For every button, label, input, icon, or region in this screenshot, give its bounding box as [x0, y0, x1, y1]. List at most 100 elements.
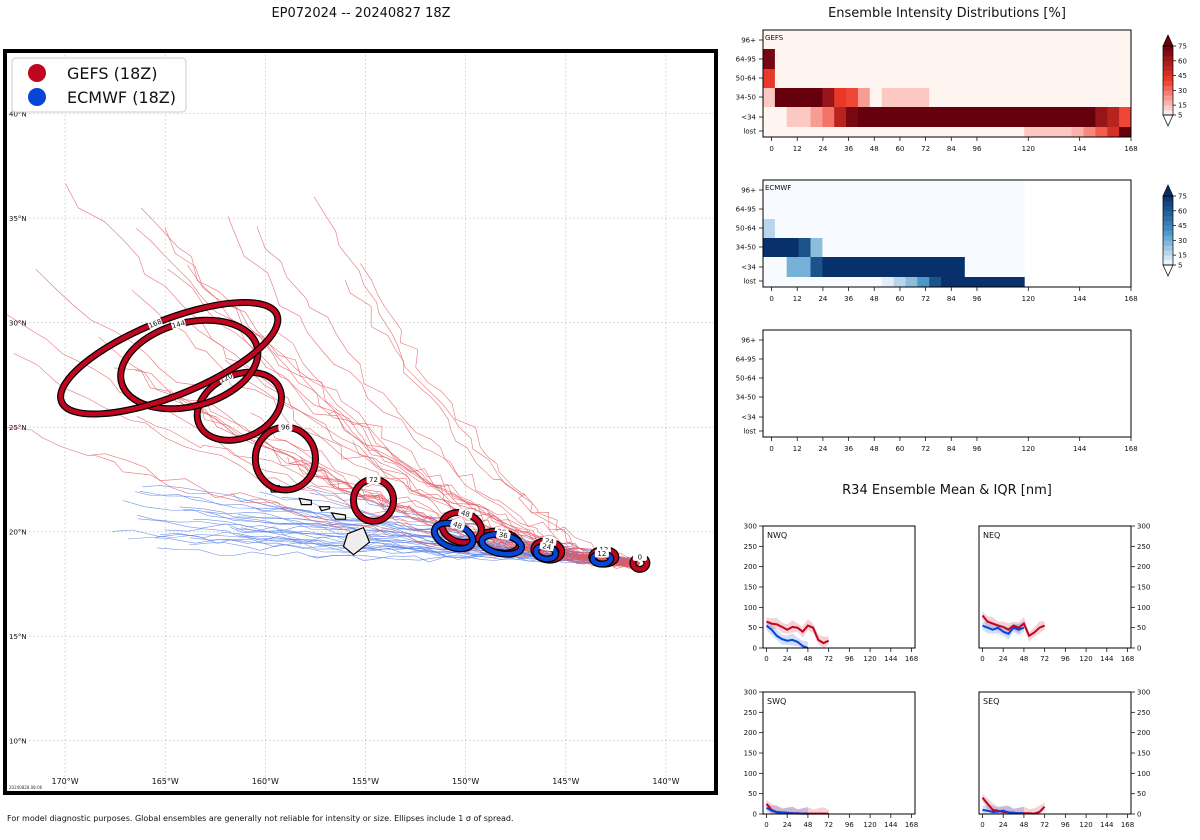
heatmap-cell [834, 199, 847, 220]
heatmap-cell [905, 181, 918, 200]
heatmap-cell [774, 219, 788, 239]
heatmap-cell [834, 238, 847, 258]
heatmap-cell [964, 219, 978, 239]
heatmap-cell [858, 49, 871, 70]
heatmap-cell [941, 277, 954, 288]
heatmap-cell [798, 69, 811, 89]
map-gridlines [5, 51, 716, 793]
heatmap-cell [763, 181, 776, 200]
colorbar-max-arrow [1162, 34, 1174, 47]
heatmap-cell [1000, 257, 1013, 278]
heatmap-cell [964, 69, 978, 89]
heatmap-cell [798, 127, 811, 138]
heatmap-cell [905, 107, 918, 128]
heatmap-cell [1107, 107, 1120, 128]
gefs-ellipse: 0 [629, 552, 651, 573]
heatmap-cell [881, 181, 895, 200]
heatmap-cell [1083, 127, 1096, 138]
r34-x-tick-label: 24 [783, 655, 792, 663]
r34-plot-area [979, 692, 1131, 814]
map-frame [3, 49, 718, 795]
heatmap-x-tick-label: 48 [870, 145, 879, 153]
heatmap-cell [1012, 31, 1025, 50]
heatmap-x-tick-label: 0 [769, 445, 773, 453]
gefs-hour-badge [171, 318, 186, 330]
colorbar-segment [1163, 70, 1173, 76]
heatmap-cell [834, 181, 847, 200]
heatmap-cell [1012, 181, 1025, 200]
heatmap-cell [1012, 238, 1025, 258]
heatmap-cell [786, 199, 800, 220]
colorbar-tick-label: 45 [1178, 72, 1187, 80]
heatmap-cell [810, 127, 823, 138]
map-lon-tick-label: 160°W [252, 777, 279, 786]
heatmap-cell [846, 181, 859, 200]
heatmap-cell [798, 181, 811, 200]
heatmap-y-tick-label: 34-50 [736, 244, 756, 252]
heatmap-cell [822, 107, 835, 128]
r34-y-tick-label: 100 [744, 770, 757, 778]
heatmap-cell [1024, 31, 1037, 50]
heatmap-cell [1095, 107, 1108, 128]
ecmwf-track [230, 527, 640, 564]
r34-x-tick-label: 0 [764, 821, 768, 829]
heatmap-cell [1095, 49, 1108, 70]
heatmap-cell [1024, 49, 1037, 70]
heatmap-cell [988, 238, 1001, 258]
heatmap-cell [952, 69, 966, 89]
heatmap-cell [810, 199, 823, 220]
heatmap-cell [846, 127, 859, 138]
colorbar-tick-label: 15 [1178, 102, 1187, 110]
r34-x-tick-label: 24 [783, 821, 792, 829]
heatmap-x-tick-label: 72 [921, 445, 930, 453]
heatmap-cell [1000, 181, 1013, 200]
heatmap-cell [786, 69, 800, 89]
heatmap-cell [952, 219, 966, 239]
heatmap-cell [1071, 88, 1084, 108]
heatmap-cell [1071, 69, 1084, 89]
heatmap-cell [846, 88, 859, 108]
heatmap-y-tick-label: lost [743, 278, 756, 286]
heatmap-cell [1107, 31, 1120, 50]
heatmap-cell [798, 31, 811, 50]
gefs-r34-iqr-band [982, 793, 1045, 814]
gefs-track [227, 215, 641, 567]
colorbar-segment [1163, 80, 1173, 86]
heatmap-cell [917, 181, 930, 200]
gefs-track [360, 263, 641, 564]
heatmap-x-tick-label: 24 [818, 145, 827, 153]
r34-y-tick-label: 0 [753, 811, 757, 819]
r34-y-tick-label: 300 [744, 689, 757, 697]
r34-x-tick-label: 48 [1019, 655, 1028, 663]
legend-ecmwf-label: ECMWF (18Z) [67, 88, 176, 107]
heatmap-cell [952, 238, 966, 258]
heatmap-cell [929, 69, 942, 89]
heatmap-cell [905, 69, 918, 89]
heatmap-x-tick-label: 84 [947, 445, 956, 453]
heatmap-cell [1059, 88, 1073, 108]
map-lat-tick-label: 10°N [9, 738, 27, 746]
r34-y-tick-label: 250 [1137, 709, 1150, 717]
gefs-track [5, 427, 640, 564]
heatmap-x-tick-label: 168 [1124, 445, 1137, 453]
colorbar-tick-label: 5 [1178, 112, 1182, 120]
heatmap-cell [1107, 88, 1120, 108]
heatmap-cell [952, 88, 966, 108]
heatmap-cell [893, 88, 906, 108]
map-lat-tick-label: 20°N [9, 529, 27, 537]
heatmap-cell [786, 31, 800, 50]
heatmap-cell [964, 277, 978, 288]
gefs-colorbar: 5 15 30 45 60 75 [1162, 34, 1187, 127]
gefs-hour-badge [366, 475, 381, 484]
heatmap-cell [810, 181, 823, 200]
heatmap-cell [1000, 49, 1013, 70]
heatmap-cell [1083, 49, 1096, 70]
heatmap-cell [846, 69, 859, 89]
heatmap-cell [763, 219, 776, 239]
heatmap-cell [988, 69, 1001, 89]
colorbar-tick-label: 30 [1178, 87, 1187, 95]
ecmwf-hour-badge [496, 530, 511, 540]
heatmap-cell [834, 88, 847, 108]
heatmap-cell [1059, 69, 1073, 89]
